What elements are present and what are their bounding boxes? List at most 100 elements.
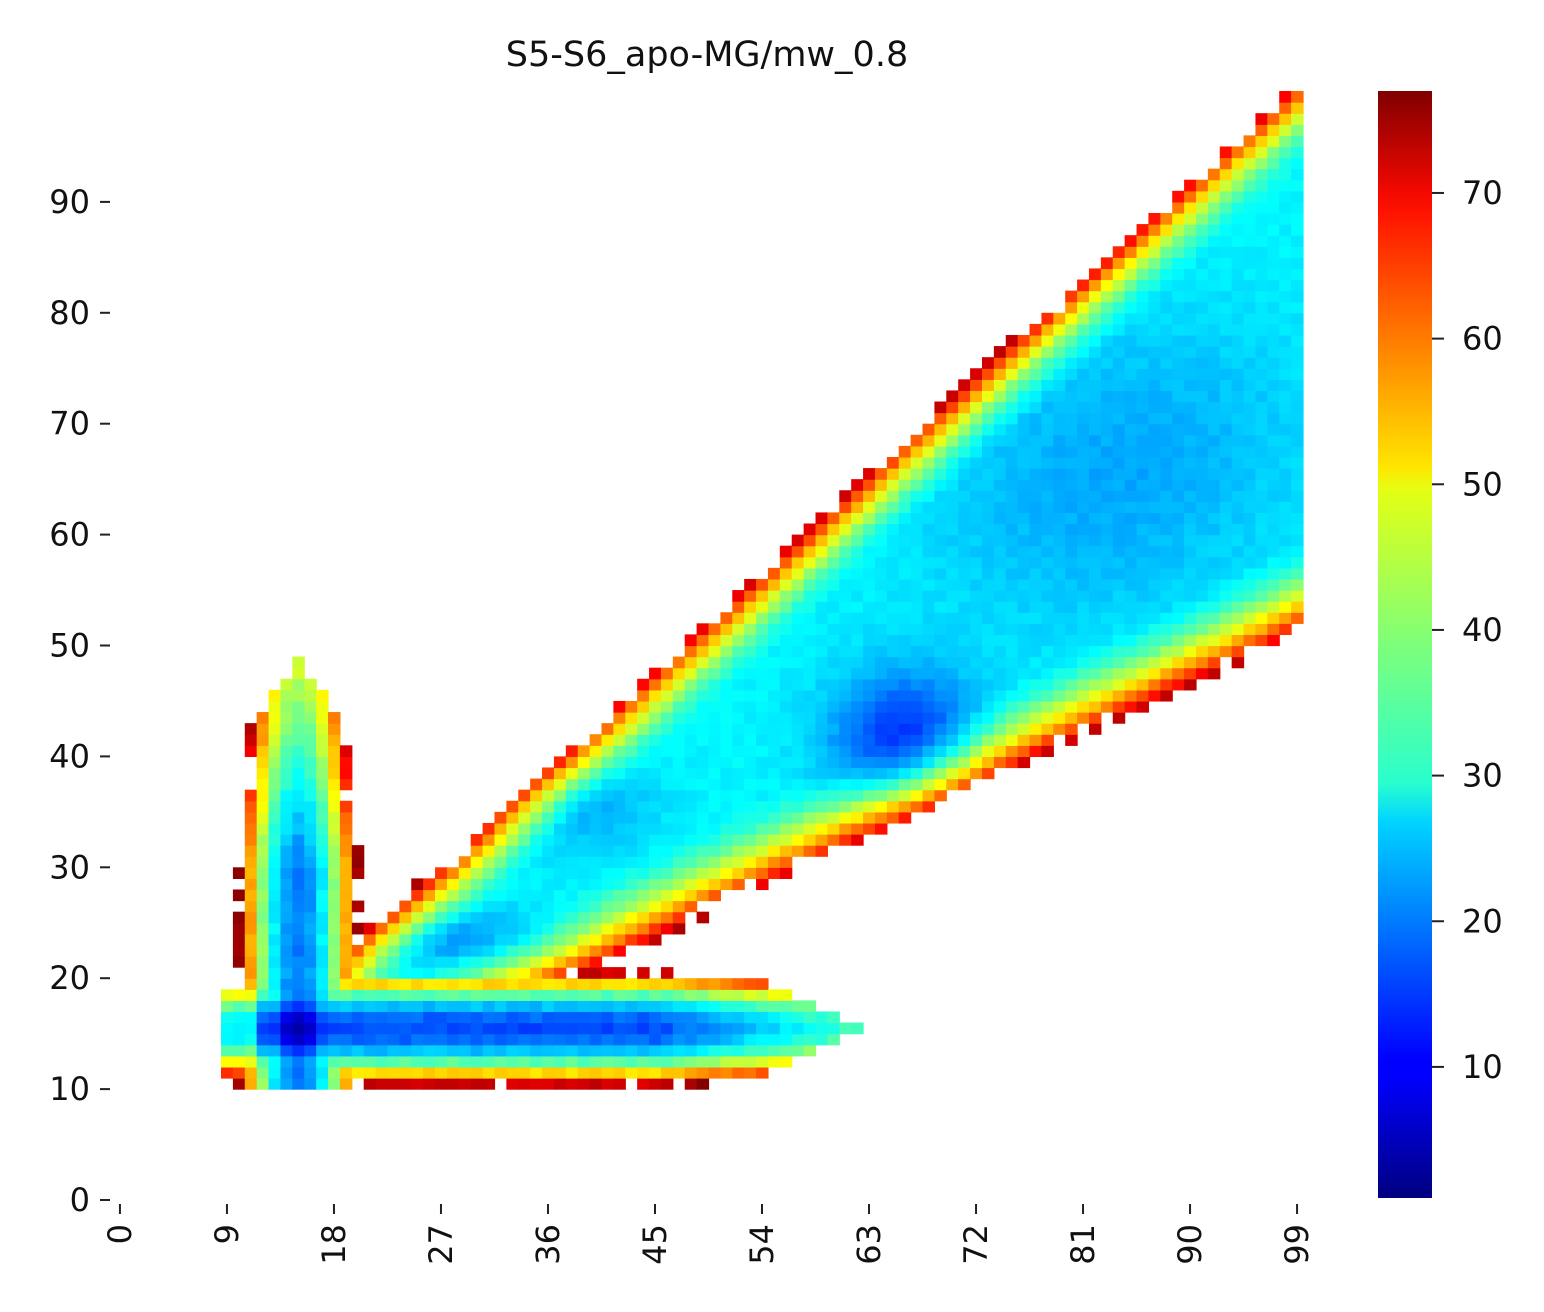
heatmap-cell: [696, 767, 710, 780]
heatmap-cell: [981, 734, 995, 746]
heatmap-cell: [1136, 368, 1150, 380]
y-tick-label: 0: [70, 1181, 90, 1219]
heatmap-cell: [613, 1055, 626, 1068]
heatmap-cell: [744, 689, 757, 702]
heatmap-cell: [1279, 190, 1292, 203]
heatmap-cell: [981, 501, 995, 514]
heatmap-cell: [791, 590, 805, 602]
heatmap-cell: [756, 989, 769, 1001]
heatmap-cell: [779, 1022, 793, 1035]
heatmap-cell: [1279, 135, 1292, 148]
heatmap-cell: [851, 822, 864, 835]
heatmap-cell: [435, 956, 448, 968]
heatmap-cell: [981, 601, 995, 613]
heatmap-cell: [767, 667, 781, 680]
heatmap-cell: [744, 789, 757, 802]
heatmap-cell: [946, 723, 959, 735]
heatmap-cell: [851, 667, 864, 680]
heatmap-cell: [1005, 412, 1019, 425]
heatmap-cell: [1112, 468, 1126, 480]
heatmap-cell: [898, 700, 912, 713]
heatmap-cell: [1017, 612, 1031, 624]
heatmap-cell: [589, 1000, 603, 1013]
heatmap-cell: [1243, 623, 1257, 636]
heatmap-cell: [565, 845, 579, 857]
heatmap-cell: [470, 1078, 484, 1090]
heatmap-cell: [922, 756, 936, 769]
heatmap-cell: [1065, 523, 1078, 536]
heatmap-cell: [1267, 290, 1280, 303]
heatmap-cell: [672, 822, 686, 835]
heatmap-cell: [863, 712, 876, 724]
heatmap-cell: [696, 911, 710, 924]
heatmap-cell: [756, 712, 769, 724]
heatmap-cell: [1291, 346, 1304, 358]
heatmap-cell: [863, 512, 876, 525]
heatmap-cell: [898, 556, 912, 569]
heatmap-cell: [910, 734, 924, 746]
heatmap-cell: [649, 767, 662, 780]
heatmap-cell: [1112, 689, 1126, 702]
heatmap-cell: [886, 501, 900, 514]
heatmap-cell: [292, 778, 305, 791]
heatmap-cell: [1172, 434, 1185, 447]
heatmap-cell: [304, 678, 317, 691]
heatmap-cell: [756, 734, 769, 746]
heatmap-cell: [589, 1022, 603, 1035]
heatmap-cell: [1112, 301, 1126, 314]
heatmap-cell: [934, 512, 947, 525]
heatmap-cell: [482, 1011, 496, 1024]
heatmap-cell: [518, 878, 531, 891]
heatmap-cell: [1172, 235, 1185, 247]
heatmap-cell: [791, 1044, 805, 1057]
heatmap-cell: [375, 989, 389, 1001]
heatmap-cell: [791, 556, 805, 569]
y-tick-label: 40: [49, 737, 90, 775]
heatmap-cell: [756, 1011, 769, 1024]
heatmap-cell: [1112, 412, 1126, 425]
heatmap-cell: [970, 479, 983, 491]
heatmap-cell: [589, 756, 603, 769]
heatmap-cell: [316, 811, 329, 824]
heatmap-cell: [1160, 490, 1173, 502]
heatmap-cell: [1267, 323, 1280, 336]
heatmap-cell: [898, 578, 912, 591]
heatmap-cell: [1219, 279, 1233, 292]
heatmap-cell: [1077, 334, 1090, 347]
heatmap-cell: [1100, 445, 1114, 458]
heatmap-cell: [613, 1022, 626, 1035]
heatmap-cell: [851, 811, 864, 824]
heatmap-cell: [958, 778, 971, 791]
heatmap-cell: [1172, 190, 1185, 203]
heatmap-cell: [530, 845, 543, 857]
heatmap-cell: [1077, 667, 1090, 680]
heatmap-cell: [815, 800, 828, 813]
heatmap-cell: [958, 667, 971, 680]
heatmap-cell: [339, 1000, 353, 1013]
heatmap-cell: [1207, 601, 1221, 613]
heatmap-cell: [1184, 401, 1197, 414]
heatmap-cell: [363, 944, 377, 957]
heatmap-cell: [1267, 379, 1280, 392]
heatmap-cell: [1291, 567, 1304, 580]
heatmap-cell: [1148, 567, 1161, 580]
heatmap-cell: [708, 689, 721, 702]
heatmap-cell: [1291, 412, 1304, 425]
heatmap-cell: [1207, 490, 1221, 502]
heatmap-cell: [518, 900, 531, 913]
heatmap-cell: [851, 789, 864, 802]
heatmap-cell: [1267, 567, 1280, 580]
heatmap-cell: [756, 789, 769, 802]
heatmap-cell: [1148, 357, 1161, 369]
heatmap-cell: [1195, 379, 1209, 392]
heatmap-cell: [779, 778, 793, 791]
heatmap-cell: [351, 1000, 365, 1013]
heatmap-cell: [1291, 312, 1304, 325]
heatmap-cell: [1219, 645, 1233, 658]
heatmap-cell: [1112, 390, 1126, 403]
heatmap-cell: [304, 800, 317, 813]
heatmap-cell: [1279, 334, 1292, 347]
heatmap-cell: [625, 800, 638, 813]
heatmap-cell: [827, 523, 840, 536]
